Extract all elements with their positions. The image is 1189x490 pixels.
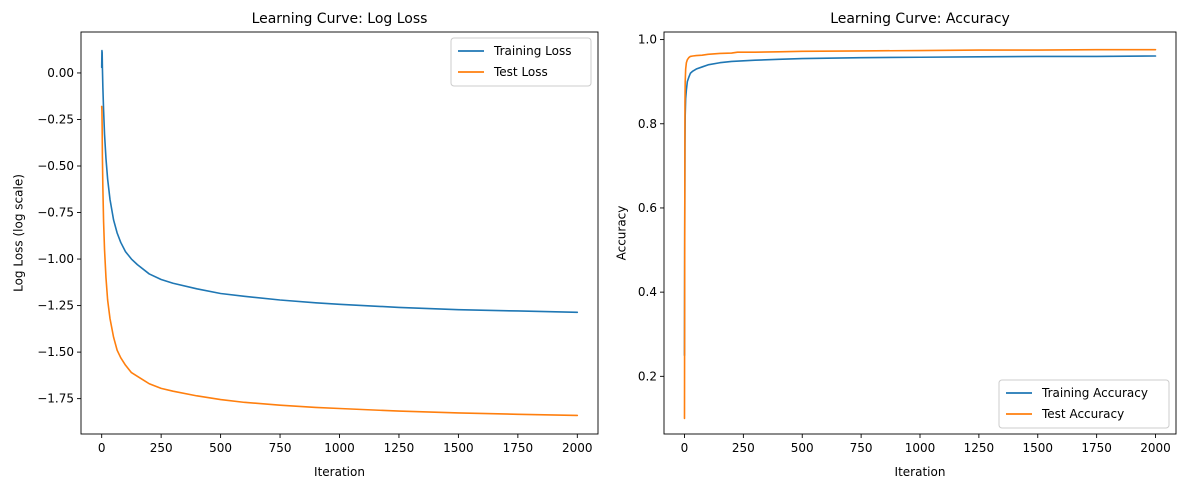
x-tick-label: 500	[791, 441, 814, 455]
plot-frame	[80, 31, 599, 435]
y-tick-label: 0.4	[638, 285, 657, 299]
series-layer	[683, 48, 1157, 420]
y-tick-label: −1.25	[37, 299, 74, 313]
x-tick-label: 2000	[1140, 441, 1171, 455]
legend-label-training-loss: Training Loss	[493, 44, 571, 58]
x-tick-label: 1000	[324, 441, 355, 455]
series-line-training-accuracy	[683, 55, 1157, 357]
y-tick-label: 1.0	[638, 33, 657, 47]
y-tick-label: 0.00	[47, 66, 74, 80]
x-tick-label: 1000	[905, 441, 936, 455]
series-line-training-loss	[100, 49, 579, 314]
tick-layer: 0 250 500 750 1000 1250 1500 1750 2000 0.2 0.4 0.6 0…	[638, 33, 1171, 455]
x-axis-label: Iteration	[314, 465, 365, 479]
plot-frame	[663, 31, 1177, 435]
series-layer	[100, 49, 579, 417]
y-tick-label: −1.50	[37, 345, 74, 359]
legend: Training Loss Test Loss	[450, 37, 592, 87]
series-line-test-loss	[100, 105, 579, 417]
x-tick-label: 1750	[503, 441, 534, 455]
x-tick-label: 250	[732, 441, 755, 455]
x-tick-label: 500	[209, 441, 232, 455]
x-tick-label: 1250	[384, 441, 415, 455]
tick-layer: 0 250 500 750 1000 1250 1500 1750 2000 0.00 −0.25 −…	[37, 66, 592, 455]
y-tick-label: −1.00	[37, 252, 74, 266]
y-tick-label: −0.50	[37, 159, 74, 173]
x-tick-label: 1500	[443, 441, 474, 455]
x-tick-label: 0	[98, 441, 106, 455]
legend-box	[450, 37, 592, 87]
y-axis-label: Log Loss (log scale)	[12, 174, 26, 292]
legend: Training Accuracy Test Accuracy	[998, 379, 1170, 429]
y-axis-label: Accuracy	[615, 206, 629, 261]
x-tick-label: 750	[850, 441, 873, 455]
x-tick-label: 1250	[964, 441, 995, 455]
y-tick-label: −0.25	[37, 112, 74, 126]
legend-box	[998, 379, 1170, 429]
x-tick-label: 1750	[1081, 441, 1112, 455]
x-tick-label: 2000	[562, 441, 593, 455]
x-tick-label: 750	[269, 441, 292, 455]
x-tick-label: 250	[150, 441, 173, 455]
x-tick-label: 0	[681, 441, 689, 455]
y-tick-label: 0.8	[638, 117, 657, 131]
legend-label-training-accuracy: Training Accuracy	[1041, 386, 1148, 400]
y-tick-label: −0.75	[37, 206, 74, 220]
chart-title: Learning Curve: Log Loss	[252, 11, 428, 27]
x-axis-label: Iteration	[895, 465, 946, 479]
x-tick-label: 1500	[1022, 441, 1053, 455]
log-loss-chart: Learning Curve: Log Loss Iteration Log L…	[12, 11, 599, 479]
y-tick-label: −1.75	[37, 392, 74, 406]
series-line-test-accuracy	[683, 48, 1157, 420]
legend-label-test-accuracy: Test Accuracy	[1041, 407, 1124, 421]
legend-label-test-loss: Test Loss	[493, 65, 548, 79]
accuracy-chart: Learning Curve: Accuracy Iteration Accur…	[615, 11, 1177, 479]
chart-title: Learning Curve: Accuracy	[830, 11, 1010, 27]
y-tick-label: 0.2	[638, 369, 657, 383]
y-tick-label: 0.6	[638, 201, 657, 215]
